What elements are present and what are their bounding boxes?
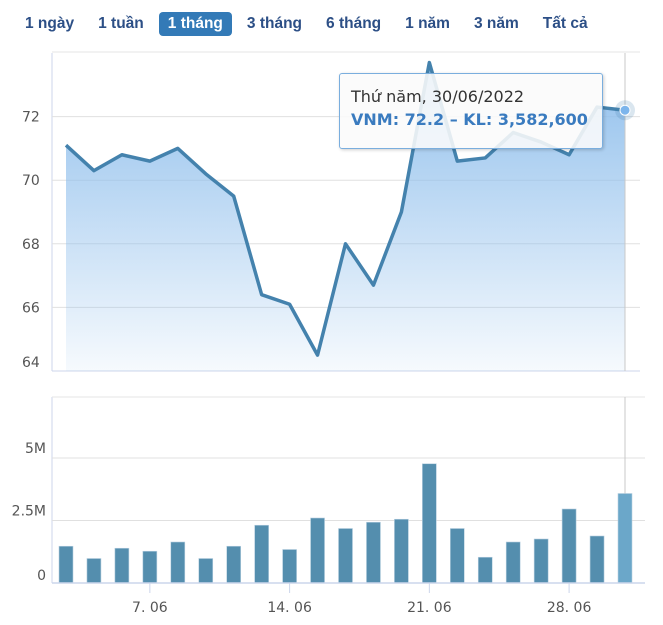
- x-tick-label: 7. 06: [132, 600, 168, 616]
- volume-bar: [617, 493, 633, 584]
- volume-bar: [589, 535, 605, 584]
- vol-y-tick-label: 0: [37, 568, 46, 584]
- volume-bar: [198, 558, 214, 584]
- volume-bar: [366, 521, 381, 584]
- tab-1-năm[interactable]: 1 năm: [405, 15, 450, 32]
- y-tick-label: 66: [22, 300, 40, 316]
- volume-bar: [422, 463, 437, 584]
- tab-Tất-cả[interactable]: Tất cả: [542, 15, 588, 32]
- y-tick-label: 70: [22, 173, 40, 189]
- volume-bar: [394, 518, 409, 584]
- range-tabs: 1 ngày 1 tuần 1 tháng 3 tháng 6 tháng 1 năm 3 …: [16, 12, 603, 36]
- volume-bar: [58, 545, 74, 584]
- volume-bar: [142, 550, 158, 584]
- y-tick-label: 64: [22, 355, 40, 371]
- price-area: [66, 62, 625, 371]
- tooltip-date: Thứ năm, 30/06/2022: [351, 87, 525, 106]
- volume-bar: [86, 558, 102, 584]
- tab-3-tháng[interactable]: 3 tháng: [246, 15, 303, 32]
- tab-6-tháng[interactable]: 6 tháng: [326, 15, 382, 32]
- volume-bar: [170, 541, 186, 584]
- y-tick-label: 68: [22, 237, 40, 253]
- volume-bar: [226, 545, 241, 584]
- tab-3-năm[interactable]: 3 năm: [473, 15, 519, 32]
- tab-1-ngày[interactable]: 1 ngày: [25, 15, 75, 32]
- volume-bar: [561, 508, 577, 584]
- tab-1-tuần[interactable]: 1 tuần: [98, 15, 144, 32]
- volume-bar: [533, 538, 549, 584]
- volume-bar: [310, 517, 325, 584]
- tooltip-values: VNM: 72.2 – KL: 3,582,600: [351, 110, 588, 129]
- x-tick-label: 21. 06: [407, 600, 452, 616]
- volume-bar: [449, 528, 465, 584]
- hover-point: [619, 104, 631, 116]
- volume-bar: [282, 549, 297, 584]
- x-tick-label: 28. 06: [547, 600, 592, 616]
- vol-y-tick-label: 5M: [25, 441, 46, 457]
- volume-bar: [505, 541, 521, 584]
- volume-bar: [254, 524, 269, 584]
- tooltip: Thứ năm, 30/06/2022 VNM: 72.2 – KL: 3,58…: [339, 73, 603, 149]
- volume-bar: [477, 556, 493, 584]
- tab-1-tháng[interactable]: 1 tháng: [158, 12, 232, 36]
- y-tick-label: 72: [22, 110, 40, 126]
- x-tick-label: 14. 06: [267, 600, 312, 616]
- volume-bar: [114, 547, 130, 584]
- vol-y-tick-label: 2.5M: [12, 504, 46, 520]
- volume-bar: [338, 528, 353, 584]
